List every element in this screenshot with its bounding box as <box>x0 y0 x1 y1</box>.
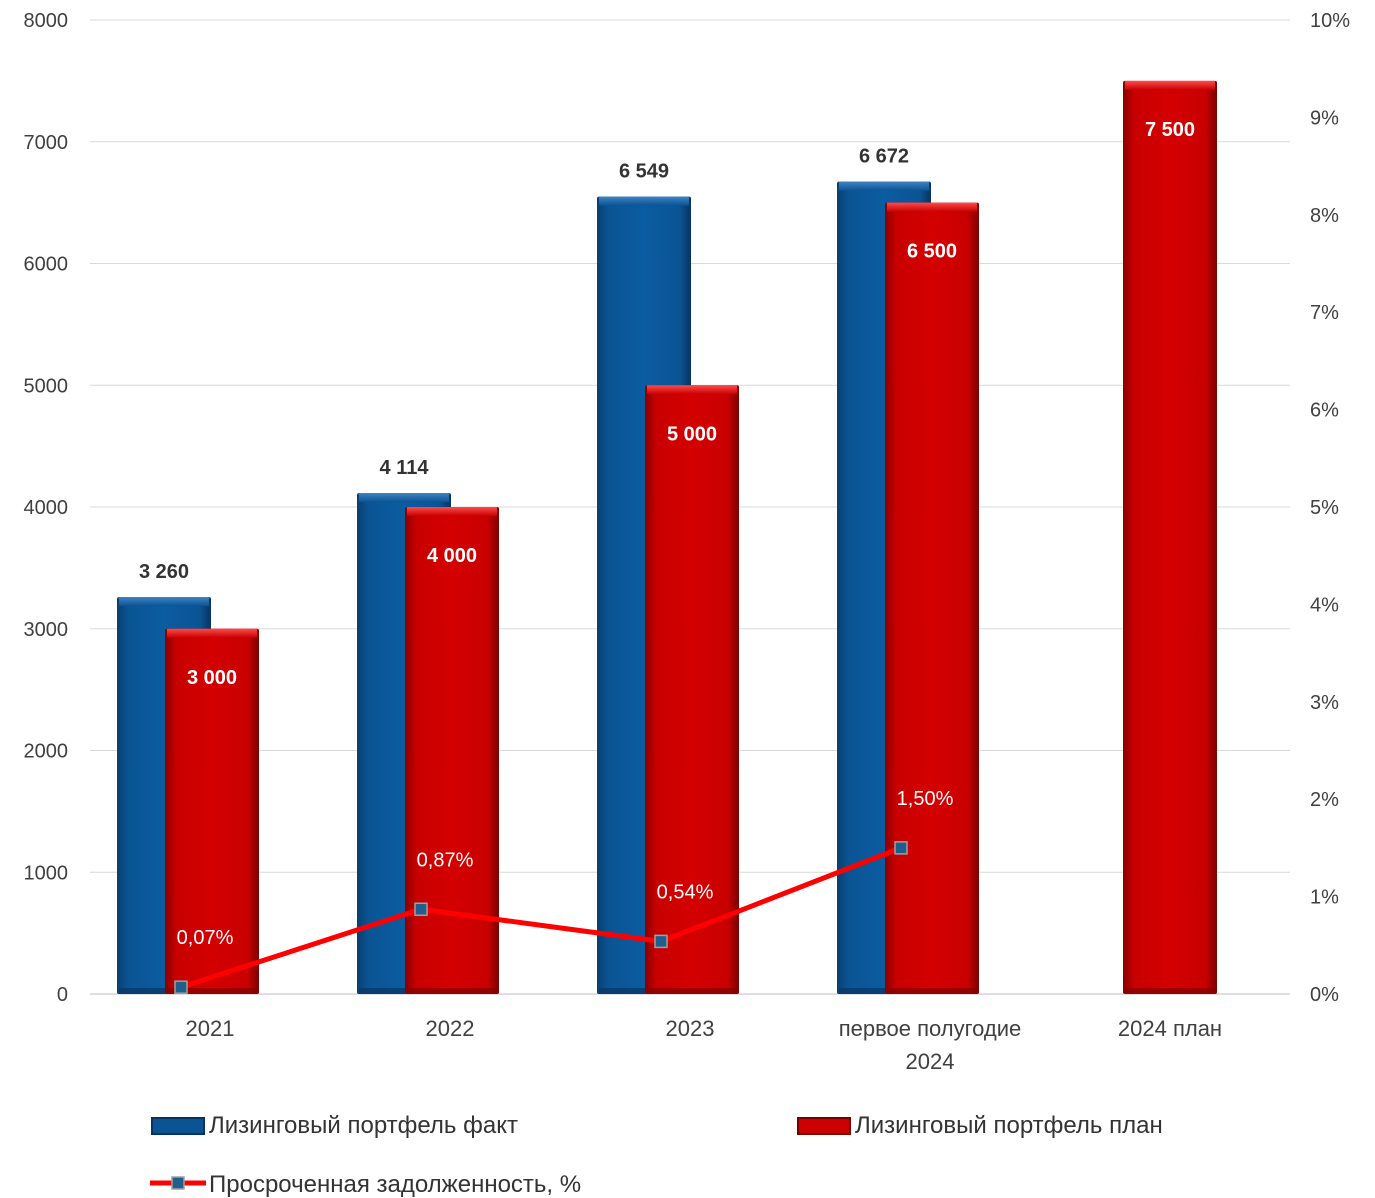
bar-plan <box>405 507 499 994</box>
y-left-tick-label: 3000 <box>24 619 69 641</box>
y-left-tick-label: 2000 <box>24 741 69 763</box>
legend-swatch <box>797 1117 851 1135</box>
line-overdue <box>180 845 902 990</box>
data-label-percent: 0,54% <box>657 881 714 903</box>
line-marker <box>894 841 908 855</box>
data-label-percent: 1,50% <box>897 788 954 810</box>
y-right-tick-label: 1% <box>1310 887 1339 909</box>
y-right-tick-label: 5% <box>1310 497 1339 519</box>
line-marker <box>654 934 668 949</box>
data-label-plan: 7 500 <box>1145 119 1195 141</box>
x-category-label: 2023 <box>666 1016 715 1041</box>
y-left-tick-label: 6000 <box>24 254 69 276</box>
data-label-percent: 0,07% <box>177 927 234 949</box>
legend-label: Лизинговый портфель план <box>855 1112 1163 1139</box>
data-label-percent: 0,87% <box>417 849 474 871</box>
y-right-tick-label: 0% <box>1310 984 1339 1006</box>
y-right-tick-label: 8% <box>1310 205 1339 227</box>
bar-plan <box>1123 80 1217 994</box>
legend-swatch <box>151 1117 205 1135</box>
bar-plan <box>165 628 259 994</box>
legend-label: Лизинговый портфель факт <box>209 1112 518 1139</box>
line-marker <box>174 980 188 994</box>
y-left-tick-label: 5000 <box>24 375 69 397</box>
y-right-tick-label: 9% <box>1310 107 1339 129</box>
x-category-label: первое полугодие <box>839 1016 1022 1041</box>
y-right-tick-label: 4% <box>1310 594 1339 616</box>
bar-plan <box>645 385 739 994</box>
y-left-tick-label: 8000 <box>24 10 69 32</box>
data-label-plan: 4 000 <box>427 545 477 567</box>
x-category-label: 2024 <box>906 1049 955 1074</box>
data-label-fact: 3 260 <box>139 561 189 583</box>
legend-item: Лизинговый портфель факт <box>151 1112 518 1139</box>
line-marker <box>414 902 428 917</box>
data-label-fact: 6 672 <box>859 146 909 168</box>
legend-label: Просроченная задолженность, % <box>209 1171 581 1198</box>
y-left-tick-label: 4000 <box>24 497 69 519</box>
x-category-label: 2024 план <box>1118 1016 1222 1041</box>
data-label-plan: 5 000 <box>667 423 717 445</box>
x-category-label: 2021 <box>186 1016 235 1041</box>
data-label-plan: 3 000 <box>187 667 237 689</box>
y-right-tick-label: 2% <box>1310 789 1339 811</box>
y-right-tick-label: 6% <box>1310 400 1339 422</box>
legend-item: Лизинговый портфель план <box>797 1112 1163 1139</box>
y-right-tick-label: 7% <box>1310 302 1339 324</box>
data-label-fact: 4 114 <box>380 457 430 479</box>
y-left-tick-label: 0 <box>57 984 68 1006</box>
y-right-tick-label: 3% <box>1310 692 1339 714</box>
legend-item: Просроченная задолженность, % <box>150 1171 581 1198</box>
data-label-fact: 6 549 <box>619 161 669 183</box>
data-label-plan: 6 500 <box>907 241 957 263</box>
y-right-tick-label: 10% <box>1310 10 1350 32</box>
legend-marker <box>171 1176 185 1190</box>
x-category-label: 2022 <box>426 1016 475 1041</box>
bar-plan <box>885 202 979 994</box>
y-left-tick-label: 7000 <box>24 132 69 154</box>
y-left-tick-label: 1000 <box>24 862 69 884</box>
